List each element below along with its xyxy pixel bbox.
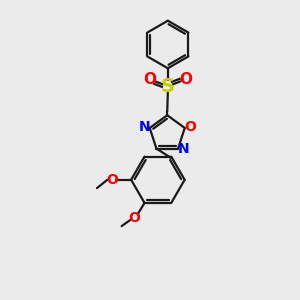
Text: O: O: [184, 120, 196, 134]
Text: O: O: [179, 72, 192, 87]
Text: O: O: [128, 211, 140, 225]
Text: N: N: [139, 120, 150, 134]
Text: O: O: [106, 173, 118, 187]
Text: O: O: [143, 72, 157, 87]
Text: S: S: [161, 76, 175, 96]
Text: N: N: [178, 142, 189, 156]
